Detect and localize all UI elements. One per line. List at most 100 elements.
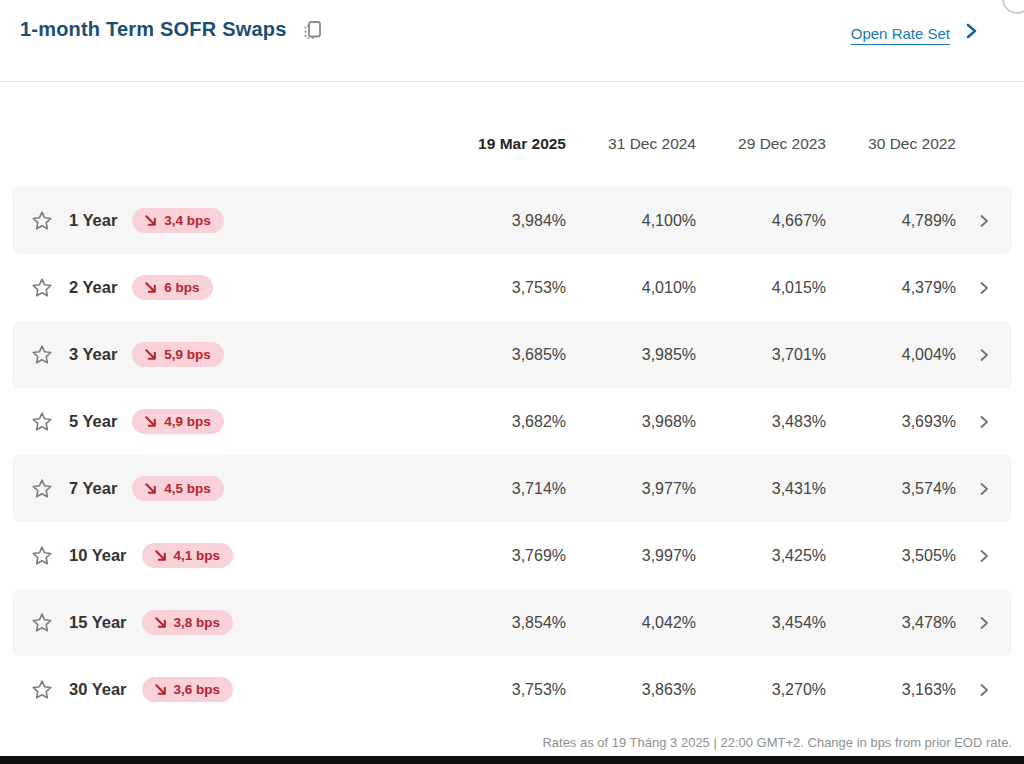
favorite-star-icon[interactable] xyxy=(30,410,54,434)
open-rate-set-link[interactable]: Open Rate Set xyxy=(851,25,950,42)
change-value: 4,5 bps xyxy=(164,481,211,496)
down-right-arrow-icon xyxy=(143,213,158,228)
scroll-top-button-partial xyxy=(1002,0,1024,14)
tenor-label: 2 Year xyxy=(69,278,117,297)
favorite-star-icon[interactable] xyxy=(30,343,54,367)
rate-value: 4,667% xyxy=(696,212,826,230)
table-date-header: 19 Mar 2025 31 Dec 2024 29 Dec 2023 30 D… xyxy=(12,82,1012,187)
rates-table-body: 1 Year 3,4 bps 3,984% 4,100% 4,667% 4,78… xyxy=(12,187,1012,723)
tenor-label: 10 Year xyxy=(69,546,127,565)
rate-value: 3,425% xyxy=(696,547,826,565)
table-row[interactable]: 10 Year 4,1 bps 3,769% 3,997% 3,425% 3,5… xyxy=(12,522,1012,589)
change-value: 3,4 bps xyxy=(164,213,211,228)
tenor-label: 30 Year xyxy=(69,680,127,699)
date-column-header: 19 Mar 2025 xyxy=(436,135,566,153)
rate-value: 3,701% xyxy=(696,346,826,364)
rate-value: 3,693% xyxy=(826,413,956,431)
row-chevron-icon[interactable] xyxy=(956,281,1012,295)
rates-footnote: Rates as of 19 Tháng 3 2025 | 22:00 GMT+… xyxy=(0,723,1024,750)
table-row[interactable]: 7 Year 4,5 bps 3,714% 3,977% 3,431% 3,57… xyxy=(12,455,1012,522)
change-badge: 3,8 bps xyxy=(142,610,234,635)
rate-value: 4,015% xyxy=(696,279,826,297)
rate-value: 3,854% xyxy=(436,614,566,632)
widget-header: 1-month Term SOFR Swaps Open Rate Set xyxy=(0,0,1024,82)
bottom-bar xyxy=(0,756,1024,764)
tenor-label: 5 Year xyxy=(69,412,117,431)
rate-value: 3,977% xyxy=(566,480,696,498)
change-badge: 4,9 bps xyxy=(132,409,224,434)
rate-value: 3,478% xyxy=(826,614,956,632)
date-column-header: 30 Dec 2022 xyxy=(826,135,956,153)
favorite-star-icon[interactable] xyxy=(30,477,54,501)
rate-value: 3,685% xyxy=(436,346,566,364)
table-row[interactable]: 5 Year 4,9 bps 3,682% 3,968% 3,483% 3,69… xyxy=(12,388,1012,455)
change-badge: 6 bps xyxy=(132,275,212,300)
change-value: 4,9 bps xyxy=(164,414,211,429)
change-badge: 5,9 bps xyxy=(132,342,224,367)
open-rate-set-chevron-icon[interactable] xyxy=(962,22,980,44)
tenor-label: 15 Year xyxy=(69,613,127,632)
favorite-star-icon[interactable] xyxy=(30,678,54,702)
copy-icon[interactable] xyxy=(301,19,323,41)
rate-value: 3,431% xyxy=(696,480,826,498)
favorite-star-icon[interactable] xyxy=(30,544,54,568)
rate-value: 3,997% xyxy=(566,547,696,565)
change-value: 3,8 bps xyxy=(174,615,221,630)
down-right-arrow-icon xyxy=(143,347,158,362)
row-chevron-icon[interactable] xyxy=(956,415,1012,429)
down-right-arrow-icon xyxy=(143,414,158,429)
table-row[interactable]: 3 Year 5,9 bps 3,685% 3,985% 3,701% 4,00… xyxy=(12,321,1012,388)
row-chevron-icon[interactable] xyxy=(956,348,1012,362)
rate-value: 4,789% xyxy=(826,212,956,230)
change-badge: 3,4 bps xyxy=(132,208,224,233)
rate-value: 3,163% xyxy=(826,681,956,699)
tenor-label: 7 Year xyxy=(69,479,117,498)
rate-value: 3,863% xyxy=(566,681,696,699)
row-chevron-icon[interactable] xyxy=(956,214,1012,228)
rate-value: 3,574% xyxy=(826,480,956,498)
change-badge: 4,5 bps xyxy=(132,476,224,501)
rate-value: 3,454% xyxy=(696,614,826,632)
change-badge: 4,1 bps xyxy=(142,543,234,568)
row-chevron-icon[interactable] xyxy=(956,482,1012,496)
down-right-arrow-icon xyxy=(143,280,158,295)
table-row[interactable]: 15 Year 3,8 bps 3,854% 4,042% 3,454% 3,4… xyxy=(12,589,1012,656)
rate-value: 3,753% xyxy=(436,681,566,699)
change-badge: 3,6 bps xyxy=(142,677,234,702)
date-column-header: 31 Dec 2024 xyxy=(566,135,696,153)
page-title: 1-month Term SOFR Swaps xyxy=(20,18,287,41)
row-chevron-icon[interactable] xyxy=(956,616,1012,630)
date-column-header: 29 Dec 2023 xyxy=(696,135,826,153)
rate-value: 3,682% xyxy=(436,413,566,431)
table-row[interactable]: 2 Year 6 bps 3,753% 4,010% 4,015% 4,379% xyxy=(12,254,1012,321)
row-chevron-icon[interactable] xyxy=(956,683,1012,697)
rate-value: 3,505% xyxy=(826,547,956,565)
rate-value: 4,010% xyxy=(566,279,696,297)
tenor-label: 1 Year xyxy=(69,211,117,230)
down-right-arrow-icon xyxy=(153,682,168,697)
down-right-arrow-icon xyxy=(143,481,158,496)
favorite-star-icon[interactable] xyxy=(30,611,54,635)
rate-value: 3,270% xyxy=(696,681,826,699)
rate-value: 4,004% xyxy=(826,346,956,364)
change-value: 3,6 bps xyxy=(174,682,221,697)
down-right-arrow-icon xyxy=(153,615,168,630)
table-row[interactable]: 30 Year 3,6 bps 3,753% 3,863% 3,270% 3,1… xyxy=(12,656,1012,723)
rate-value: 3,753% xyxy=(436,279,566,297)
change-value: 6 bps xyxy=(164,280,199,295)
rate-value: 4,100% xyxy=(566,212,696,230)
tenor-label: 3 Year xyxy=(69,345,117,364)
rate-value: 3,985% xyxy=(566,346,696,364)
rate-value: 3,483% xyxy=(696,413,826,431)
row-chevron-icon[interactable] xyxy=(956,549,1012,563)
favorite-star-icon[interactable] xyxy=(30,209,54,233)
rate-value: 3,714% xyxy=(436,480,566,498)
change-value: 4,1 bps xyxy=(174,548,221,563)
down-right-arrow-icon xyxy=(153,548,168,563)
table-row[interactable]: 1 Year 3,4 bps 3,984% 4,100% 4,667% 4,78… xyxy=(12,187,1012,254)
favorite-star-icon[interactable] xyxy=(30,276,54,300)
rate-value: 4,042% xyxy=(566,614,696,632)
change-value: 5,9 bps xyxy=(164,347,211,362)
rate-value: 4,379% xyxy=(826,279,956,297)
rate-value: 3,968% xyxy=(566,413,696,431)
